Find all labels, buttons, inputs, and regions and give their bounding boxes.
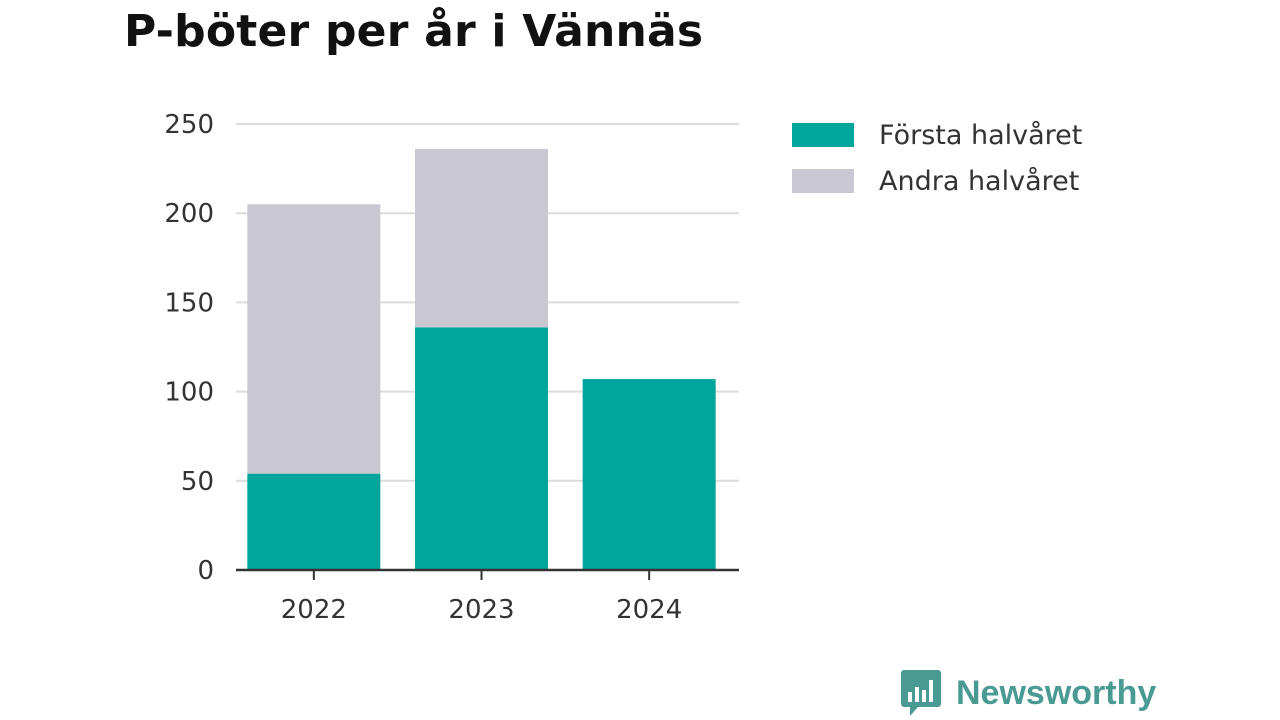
legend-swatch-first-half [792,123,854,147]
brand-logo: Newsworthy [900,668,1156,718]
y-tick-label: 100 [164,378,214,408]
newsworthy-chart-bubble-icon [901,670,941,716]
legend-label-second-half: Andra halvåret [879,165,1080,197]
legend-swatch-second-half [792,169,854,193]
legend-label-first-half: Första halvåret [879,119,1083,151]
y-tick-label: 50 [181,467,214,497]
y-tick-label: 0 [197,556,214,586]
x-tick-label: 2023 [448,595,514,625]
legend: Första halvåret Andra halvåret [792,112,1082,204]
brand-name: Newsworthy [956,673,1157,712]
bar-2022-series-0[interactable] [247,473,381,570]
x-tick-label: 2024 [616,595,682,625]
x-axis-ticks: 2022 2023 2024 [281,570,682,625]
bar-2023-series-1[interactable] [415,148,548,328]
y-tick-label: 200 [164,199,214,229]
legend-item-second-half[interactable]: Andra halvåret [792,158,1082,204]
bar-2023-series-0[interactable] [415,327,548,570]
legend-item-first-half[interactable]: Första halvåret [792,112,1082,158]
bar-2024-series-0[interactable] [582,379,716,570]
y-axis-ticks: 0 50 100 150 200 250 [164,110,214,586]
bars [247,148,716,570]
bar-2022-series-1[interactable] [247,204,381,474]
chart-title: P-böter per år i Vännäs [124,6,704,57]
y-tick-label: 150 [164,288,214,318]
y-tick-label: 250 [164,110,214,140]
x-tick-label: 2022 [281,595,347,625]
